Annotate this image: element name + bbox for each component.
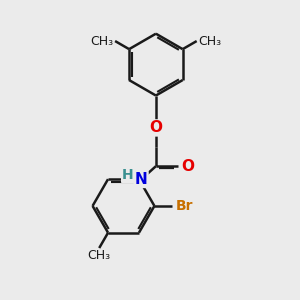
Text: CH₃: CH₃	[90, 34, 113, 48]
Text: O: O	[181, 159, 194, 174]
Text: N: N	[135, 172, 148, 187]
Text: CH₃: CH₃	[88, 250, 111, 262]
Text: CH₃: CH₃	[199, 34, 222, 48]
Text: O: O	[149, 120, 162, 135]
Text: H: H	[122, 168, 134, 182]
Text: Br: Br	[176, 199, 193, 213]
